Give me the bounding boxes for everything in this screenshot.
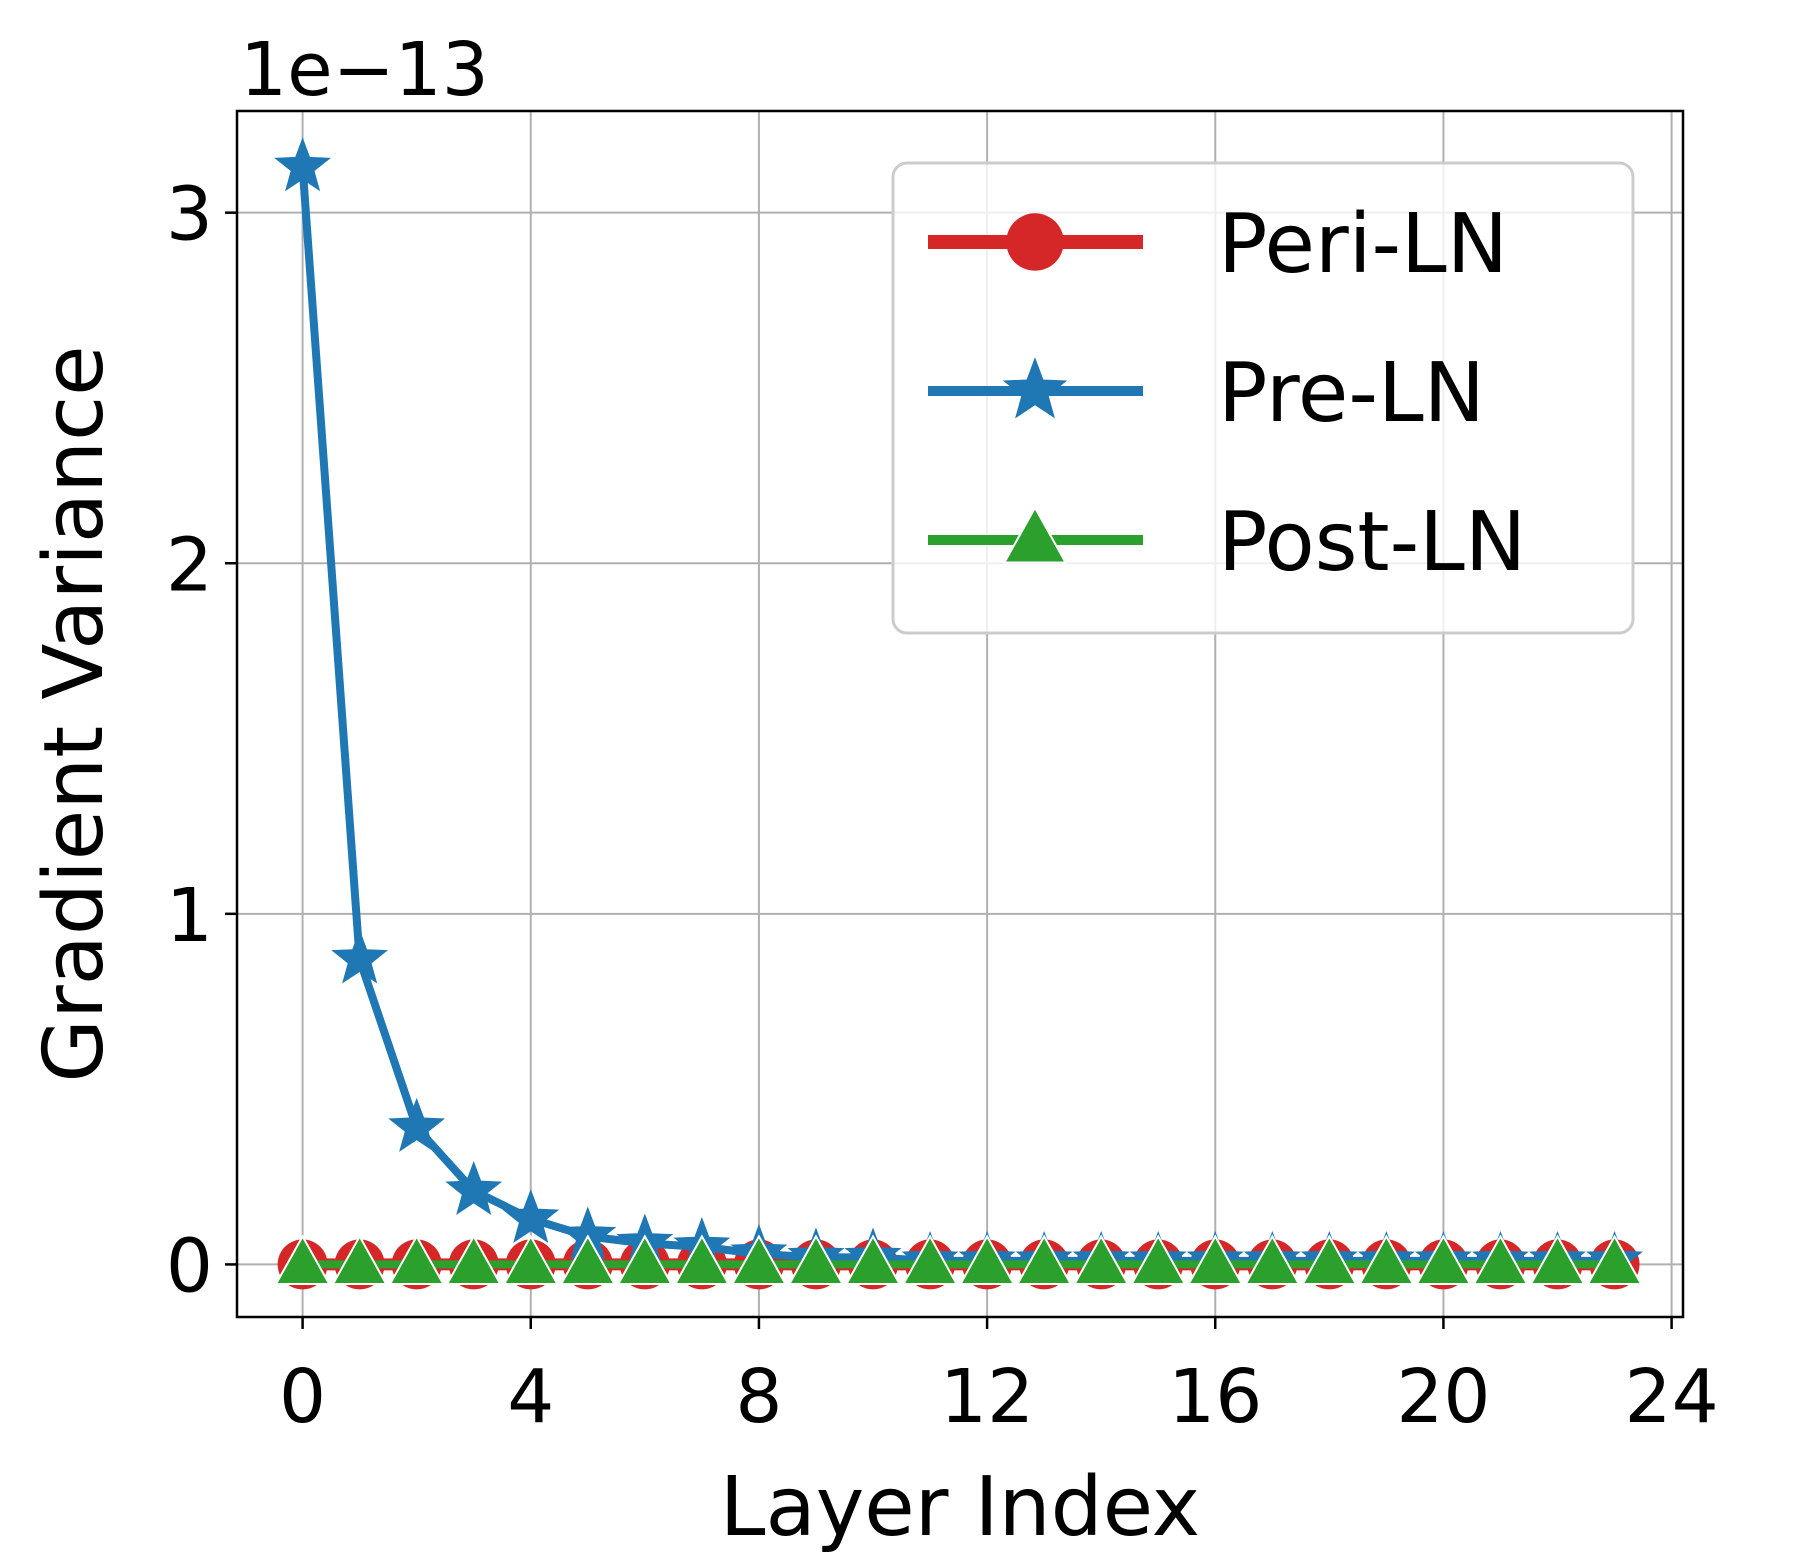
data-point	[502, 1188, 560, 1243]
x-tick-label: 12	[940, 1354, 1034, 1440]
legend-label: Post-LN	[1218, 495, 1526, 590]
data-point	[502, 1234, 560, 1286]
data-point	[1015, 1234, 1073, 1286]
data-point	[1243, 1234, 1301, 1286]
legend-label: Pre-LN	[1218, 346, 1485, 441]
legend-entry: Peri-LN	[928, 197, 1508, 292]
data-point	[901, 1234, 959, 1286]
data-point	[730, 1234, 788, 1286]
data-point	[1301, 1234, 1358, 1286]
data-point	[1586, 1234, 1643, 1286]
legend-entry: Post-LN	[928, 495, 1526, 590]
data-point	[844, 1234, 902, 1286]
data-point	[559, 1234, 617, 1286]
y-tick-label: 1	[166, 873, 213, 959]
x-tick-label: 8	[735, 1354, 782, 1440]
legend-marker	[1006, 213, 1064, 271]
data-point	[1129, 1234, 1187, 1286]
y-exponent-label: 1e−13	[240, 27, 489, 113]
x-axis-label: Layer Index	[720, 1460, 1200, 1555]
x-tick-label: 20	[1396, 1354, 1490, 1440]
legend-label: Peri-LN	[1218, 197, 1508, 292]
data-point	[445, 1234, 503, 1286]
data-point	[331, 1234, 388, 1286]
x-tick-label: 4	[507, 1354, 554, 1440]
data-point	[1186, 1234, 1244, 1286]
data-point	[673, 1234, 731, 1286]
legend-marker	[1002, 505, 1068, 564]
plot-frame	[235, 109, 1685, 1319]
x-tick-label: 16	[1168, 1354, 1262, 1440]
data-point	[445, 1160, 503, 1215]
data-point	[1472, 1234, 1529, 1286]
data-point	[787, 1234, 845, 1286]
legend-box	[891, 161, 1635, 635]
legend-marker	[1002, 357, 1068, 419]
data-point	[388, 1234, 445, 1286]
series-post-ln	[274, 1234, 1643, 1286]
x-tick-label: 0	[279, 1354, 326, 1440]
legend-entry: Pre-LN	[928, 346, 1485, 441]
series-layer	[274, 137, 1643, 1290]
data-point	[1529, 1234, 1586, 1286]
y-tick-label: 0	[166, 1223, 213, 1309]
data-point	[1358, 1234, 1415, 1286]
data-point	[274, 1234, 331, 1286]
data-point	[388, 1097, 446, 1152]
data-point	[1415, 1234, 1472, 1286]
x-tick-label: 24	[1625, 1354, 1719, 1440]
legend: Peri-LN Pre-LN Post-LN	[891, 161, 1635, 635]
data-point	[958, 1234, 1016, 1286]
y-tick-label: 3	[166, 172, 213, 258]
data-point	[274, 137, 331, 192]
y-tick-label: 2	[166, 522, 213, 608]
data-point	[331, 929, 389, 984]
data-point	[616, 1234, 674, 1286]
y-axis-label: Gradient Variance	[27, 345, 122, 1082]
data-point	[1072, 1234, 1130, 1286]
